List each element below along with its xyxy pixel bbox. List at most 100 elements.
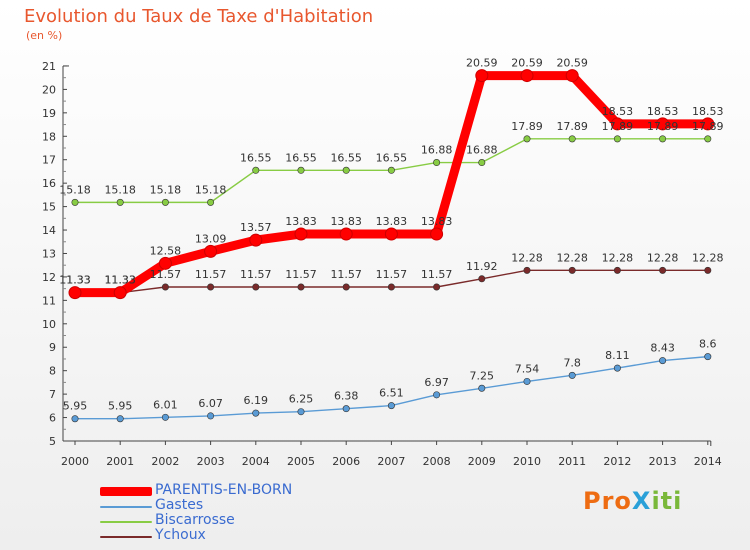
data-label: 13.83 (285, 215, 317, 228)
x-tick-label: 2000 (61, 455, 89, 468)
data-label: 11.57 (150, 268, 182, 281)
data-label: 12.58 (150, 244, 182, 257)
data-label: 11.57 (421, 268, 453, 281)
legend-swatch (100, 487, 152, 496)
data-point (387, 166, 395, 174)
y-tick-label: 6 (49, 412, 56, 425)
data-point (297, 166, 305, 174)
data-label: 13.09 (195, 232, 227, 245)
x-tick-label: 2014 (694, 455, 722, 468)
y-tick-label: 8 (49, 365, 56, 378)
data-point (656, 117, 670, 131)
data-label: 13.83 (330, 215, 362, 228)
data-label: 8.11 (605, 349, 630, 362)
legend-label: PARENTIS-EN-BORN (155, 482, 293, 498)
data-point (387, 402, 395, 410)
data-point (252, 283, 260, 291)
x-tick-label: 2011 (558, 455, 586, 468)
data-label: 5.95 (63, 400, 88, 413)
data-point (613, 266, 621, 274)
y-tick-label: 9 (49, 341, 56, 354)
data-point (158, 256, 172, 270)
data-label: 6.51 (379, 387, 404, 400)
data-point (116, 198, 124, 206)
x-tick-label: 2012 (603, 455, 631, 468)
legend-swatch (100, 521, 152, 523)
data-label: 8.6 (699, 338, 717, 351)
data-point (430, 227, 444, 241)
data-label: 6.25 (289, 393, 314, 406)
data-point (68, 286, 82, 300)
unit-label: (en %) (26, 29, 63, 42)
data-label: 7.8 (563, 356, 581, 369)
data-label: 17.89 (647, 120, 679, 133)
data-point (523, 377, 531, 385)
x-tick-label: 2001 (106, 455, 134, 468)
data-point (207, 283, 215, 291)
data-point (204, 244, 218, 258)
proxiti-logo: ProXiti (583, 487, 683, 515)
data-point (704, 353, 712, 361)
x-tick-label: 2008 (423, 455, 451, 468)
data-point (478, 384, 486, 392)
x-tick-label: 2010 (513, 455, 541, 468)
data-label: 16.55 (240, 151, 272, 164)
data-point (297, 408, 305, 416)
data-label: 16.88 (466, 144, 498, 157)
data-point (659, 266, 667, 274)
data-point (161, 198, 169, 206)
data-point (116, 415, 124, 423)
y-tick-label: 10 (42, 318, 56, 331)
data-label: 17.89 (602, 120, 634, 133)
data-point (613, 135, 621, 143)
x-tick-label: 2002 (151, 455, 179, 468)
data-label: 13.57 (240, 221, 272, 234)
x-tick-label: 2006 (332, 455, 360, 468)
data-point (207, 412, 215, 420)
data-label: 11.33 (104, 274, 136, 287)
x-tick-label: 2009 (468, 455, 496, 468)
data-label: 15.18 (59, 183, 91, 196)
data-label: 8.43 (650, 342, 675, 355)
data-point (249, 233, 263, 247)
data-point (342, 283, 350, 291)
data-label: 5.95 (108, 400, 133, 413)
data-label: 11.33 (104, 274, 136, 287)
data-label: 7.54 (515, 362, 540, 375)
data-label: 16.88 (421, 144, 453, 157)
data-label: 12.28 (511, 251, 543, 264)
x-tick-label: 2007 (377, 455, 405, 468)
y-tick-label: 19 (42, 107, 56, 120)
data-label: 15.18 (104, 183, 136, 196)
data-point (610, 117, 624, 131)
data-label: 17.89 (692, 120, 724, 133)
y-tick-label: 21 (42, 60, 56, 73)
data-label: 7.25 (470, 369, 495, 382)
data-point (71, 198, 79, 206)
y-tick-label: 13 (42, 247, 56, 260)
data-point (433, 391, 441, 399)
data-label: 18.53 (692, 105, 724, 118)
data-point (207, 198, 215, 206)
data-label: 6.97 (424, 376, 449, 389)
data-label: 11.57 (195, 268, 227, 281)
data-label: 16.55 (376, 151, 408, 164)
data-point (613, 364, 621, 372)
data-point (568, 371, 576, 379)
chart-title: Evolution du Taux de Taxe d'Habitation (24, 6, 374, 27)
data-point (252, 166, 260, 174)
data-label: 12.28 (602, 251, 634, 264)
data-label: 6.07 (198, 397, 223, 410)
data-point (520, 69, 534, 83)
data-point (701, 117, 715, 131)
x-tick-label: 2003 (197, 455, 225, 468)
data-label: 18.53 (602, 105, 634, 118)
data-label: 11.33 (59, 274, 91, 287)
data-point (384, 227, 398, 241)
data-point (659, 357, 667, 365)
data-label: 16.55 (285, 151, 317, 164)
data-point (433, 159, 441, 167)
data-label: 6.01 (153, 398, 178, 411)
